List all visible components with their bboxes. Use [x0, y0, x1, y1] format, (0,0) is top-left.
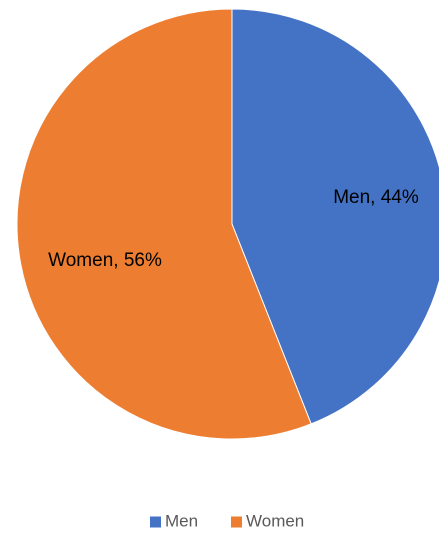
legend-item-men: Men	[150, 511, 198, 530]
legend-label-men: Men	[165, 511, 198, 530]
legend-item-women: Women	[231, 511, 304, 530]
pie-slices	[16, 8, 439, 440]
legend-swatch-men	[150, 516, 161, 528]
data-label-men: Men, 44%	[333, 187, 419, 208]
legend-label-women: Women	[246, 511, 304, 530]
legend: Men Women	[150, 511, 304, 530]
data-label-women: Women, 56%	[48, 250, 162, 271]
data-labels: Men, 44% Women, 56%	[48, 187, 419, 271]
pie-slice-men	[231, 8, 439, 425]
legend-swatch-women	[231, 516, 242, 528]
pie-slice-women	[16, 8, 312, 440]
